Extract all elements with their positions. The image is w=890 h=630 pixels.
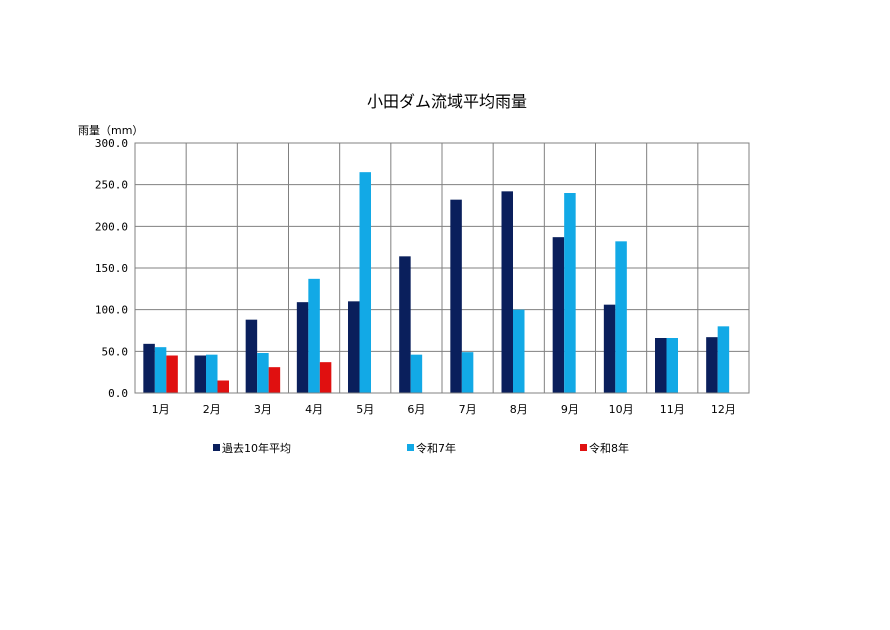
bar-series2-5 [359,172,371,393]
x-tick-label: 3月 [254,403,272,416]
x-tick-label: 2月 [203,403,221,416]
x-tick-label: 9月 [561,403,579,416]
legend: 過去10年平均 令和7年 令和8年 [213,441,629,455]
x-tick-label: 10月 [609,403,634,416]
bar-series1-7 [450,199,462,393]
legend-label-3: 令和8年 [589,441,629,455]
bar-series1-6 [399,256,411,393]
x-tick-label: 4月 [305,403,323,416]
legend-swatch-2 [407,444,414,451]
y-tick-label: 0.0 [108,387,128,400]
x-tick-label: 1月 [152,403,170,416]
bar-series3-3 [268,367,281,393]
legend-swatch-3 [580,444,587,451]
y-tick-label: 150.0 [95,262,128,275]
bar-series3-1 [166,355,178,393]
bar-series1-4 [296,302,309,393]
y-tick-label: 50.0 [102,345,129,358]
bar-series2-11 [666,338,678,393]
x-tick-label: 8月 [510,403,528,416]
legend-label-1: 過去10年平均 [222,441,291,455]
legend-label-2: 令和7年 [416,441,456,455]
legend-swatch-1 [213,444,220,451]
bar-series1-9 [552,237,565,393]
x-tick-label: 12月 [711,403,736,416]
bar-series2-10 [615,241,627,393]
bar-series2-8 [513,309,525,393]
plot-area: 0.0 50.0 100.0 150.0 200.0 250.0 300.0 1月 2月 3月 4月… [95,137,750,416]
bar-series2-4 [308,278,320,393]
bar-series2-9 [564,193,576,393]
bar-series3-2 [217,380,229,393]
y-axis-label: 雨量（mm） [78,124,143,137]
bar-series2-3 [257,353,269,393]
y-tick-label: 300.0 [95,137,128,150]
bar-series1-3 [245,319,258,393]
bar-series2-1 [154,347,167,393]
x-tick-label: 11月 [660,403,685,416]
x-tick-label: 7月 [459,403,477,416]
bar-series3-4 [319,362,332,393]
bar-series1-1 [143,343,155,393]
y-tick-label: 200.0 [95,220,128,233]
bar-series2-7 [461,352,474,393]
x-tick-label: 5月 [356,403,374,416]
bar-series1-2 [194,355,206,393]
bar-series2-2 [206,354,218,393]
bar-series1-8 [501,191,513,393]
y-tick-label: 250.0 [95,179,128,192]
bar-series2-12 [717,326,730,393]
y-tick-label: 100.0 [95,304,128,317]
bar-series1-5 [348,301,360,393]
chart-title: 小田ダム流域平均雨量 [367,92,527,111]
bar-series1-12 [706,337,718,393]
bar-series2-6 [410,354,423,393]
x-tick-label: 6月 [407,403,425,416]
bar-series1-10 [603,304,616,393]
bar-series1-11 [655,338,667,393]
